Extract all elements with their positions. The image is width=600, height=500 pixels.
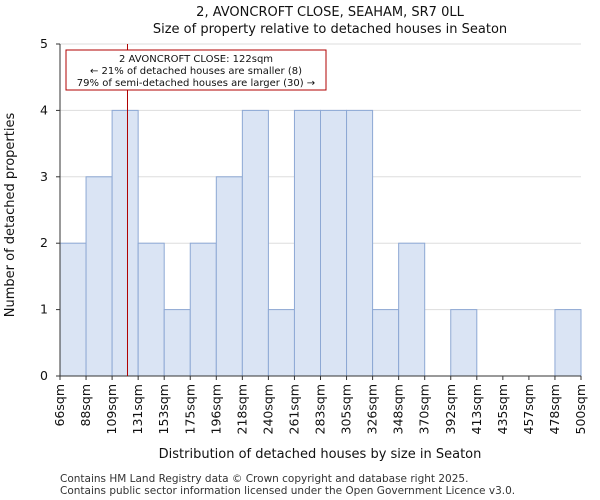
bar-175sqm <box>189 242 217 377</box>
x-tick-label: 457sqm <box>521 384 536 434</box>
y-axis-label: Number of detached properties <box>3 113 18 318</box>
x-tick-label: 370sqm <box>417 384 432 434</box>
footer-line-1: Contains HM Land Registry data © Crown c… <box>60 473 468 485</box>
bar-478sqm <box>554 309 582 377</box>
marker-annotation-line1: 2 AVONCROFT CLOSE: 122sqm <box>119 54 273 65</box>
bar-305sqm <box>346 109 374 377</box>
y-tick-label: 2 <box>40 235 48 250</box>
y-tick-label: 3 <box>40 169 48 184</box>
y-tick-label: 0 <box>40 368 48 383</box>
bar-240sqm <box>267 309 295 377</box>
x-tick-labels: 66sqm 88sqm 109sqm 131sqm 153sqm 175sqm 196sqm… <box>52 376 588 434</box>
x-tick-label: 88sqm <box>78 384 93 427</box>
x-tick-label: 196sqm <box>208 384 223 434</box>
bar-261sqm <box>293 109 322 377</box>
x-tick-label: 305sqm <box>339 384 354 434</box>
y-tick-label: 1 <box>40 302 48 317</box>
y-tick-label: 5 <box>40 36 48 51</box>
bar-66sqm <box>59 242 87 377</box>
x-tick-label: 478sqm <box>547 384 562 434</box>
bar-131sqm <box>137 242 165 377</box>
x-tick-label: 348sqm <box>391 384 406 434</box>
y-tick-labels: 0 1 2 3 4 5 <box>40 36 60 383</box>
bar-392sqm <box>450 309 478 377</box>
property-marker: 2 AVONCROFT CLOSE: 122sqm← 21% of detach… <box>65 44 327 376</box>
bar-109sqm <box>111 109 139 377</box>
marker-annotation-line2: ← 21% of detached houses are smaller (8) <box>90 66 302 77</box>
bar-348sqm <box>398 242 426 377</box>
chart-subtitle: Size of property relative to detached ho… <box>153 22 507 37</box>
x-tick-label: 240sqm <box>260 384 275 434</box>
x-tick-label: 66sqm <box>52 384 67 427</box>
x-tick-label: 283sqm <box>313 384 328 434</box>
bar-88sqm <box>85 176 113 377</box>
chart-title: 2, AVONCROFT CLOSE, SEAHAM, SR7 0LL <box>196 5 464 20</box>
x-tick-label: 153sqm <box>156 384 171 434</box>
bar-153sqm <box>163 309 191 377</box>
bar-283sqm <box>320 109 348 377</box>
x-tick-label: 435sqm <box>495 384 510 434</box>
x-tick-label: 392sqm <box>443 384 458 434</box>
x-tick-label: 261sqm <box>286 384 301 434</box>
bar-218sqm <box>241 109 269 377</box>
bars <box>59 109 582 377</box>
bar-196sqm <box>215 176 243 377</box>
y-tick-label: 4 <box>40 102 48 117</box>
marker-annotation-line3: 79% of semi-detached houses are larger (… <box>77 78 315 89</box>
footer-line-2: Contains public sector information licen… <box>60 485 515 497</box>
marker-annotation-box <box>65 49 327 91</box>
x-axis-label: Distribution of detached houses by size … <box>159 447 482 462</box>
bar-326sqm <box>372 309 400 377</box>
x-tick-label: 131sqm <box>130 384 145 434</box>
x-tick-label: 326sqm <box>365 384 380 434</box>
x-tick-label: 175sqm <box>182 384 197 434</box>
x-tick-label: 218sqm <box>234 384 249 434</box>
x-tick-label: 413sqm <box>469 384 484 434</box>
x-tick-label: 109sqm <box>104 384 119 434</box>
x-tick-label: 500sqm <box>573 384 588 434</box>
